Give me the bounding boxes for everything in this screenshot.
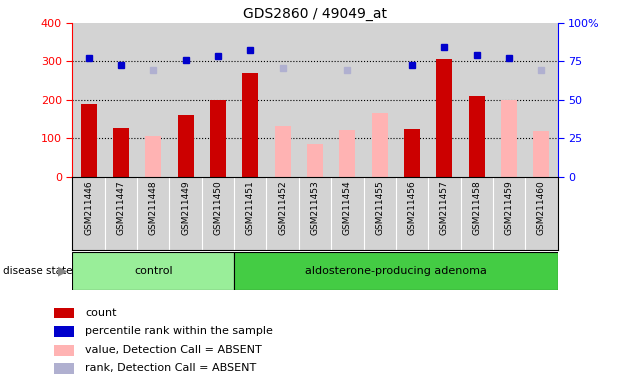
Text: GSM211449: GSM211449 — [181, 180, 190, 235]
Text: GSM211448: GSM211448 — [149, 180, 158, 235]
Bar — [533, 131, 549, 177]
Text: GSM211450: GSM211450 — [214, 180, 222, 235]
Bar — [145, 136, 161, 177]
FancyBboxPatch shape — [72, 252, 234, 290]
Text: GSM211452: GSM211452 — [278, 180, 287, 235]
Text: count: count — [86, 308, 117, 318]
Bar — [469, 96, 485, 177]
Text: GSM211451: GSM211451 — [246, 180, 255, 235]
Bar — [54, 326, 74, 337]
Text: ▶: ▶ — [58, 264, 68, 277]
Title: GDS2860 / 49049_at: GDS2860 / 49049_at — [243, 7, 387, 21]
Text: percentile rank within the sample: percentile rank within the sample — [86, 326, 273, 336]
Text: value, Detection Call = ABSENT: value, Detection Call = ABSENT — [86, 345, 262, 355]
Bar — [404, 129, 420, 177]
Bar — [372, 113, 387, 177]
Text: control: control — [134, 266, 173, 276]
Text: GSM211455: GSM211455 — [375, 180, 384, 235]
Text: GSM211454: GSM211454 — [343, 180, 352, 235]
Text: aldosterone-producing adenoma: aldosterone-producing adenoma — [305, 266, 487, 276]
Bar — [113, 128, 129, 177]
Bar — [339, 130, 355, 177]
Text: GSM211446: GSM211446 — [84, 180, 93, 235]
Text: rank, Detection Call = ABSENT: rank, Detection Call = ABSENT — [86, 363, 256, 373]
Bar — [436, 59, 452, 177]
Text: GSM211459: GSM211459 — [505, 180, 513, 235]
Text: GSM211457: GSM211457 — [440, 180, 449, 235]
Bar — [81, 104, 97, 177]
Text: GSM211460: GSM211460 — [537, 180, 546, 235]
Bar — [501, 100, 517, 177]
Text: GSM211453: GSM211453 — [311, 180, 319, 235]
Text: GSM211456: GSM211456 — [408, 180, 416, 235]
Bar — [54, 308, 74, 318]
Bar — [242, 73, 258, 177]
Bar — [275, 126, 291, 177]
Bar — [178, 115, 194, 177]
Bar — [54, 345, 74, 356]
Text: disease state: disease state — [3, 266, 72, 276]
Text: GSM211458: GSM211458 — [472, 180, 481, 235]
Text: GSM211447: GSM211447 — [117, 180, 125, 235]
Bar — [210, 100, 226, 177]
Bar — [54, 363, 74, 374]
FancyBboxPatch shape — [234, 252, 558, 290]
Bar — [307, 144, 323, 177]
